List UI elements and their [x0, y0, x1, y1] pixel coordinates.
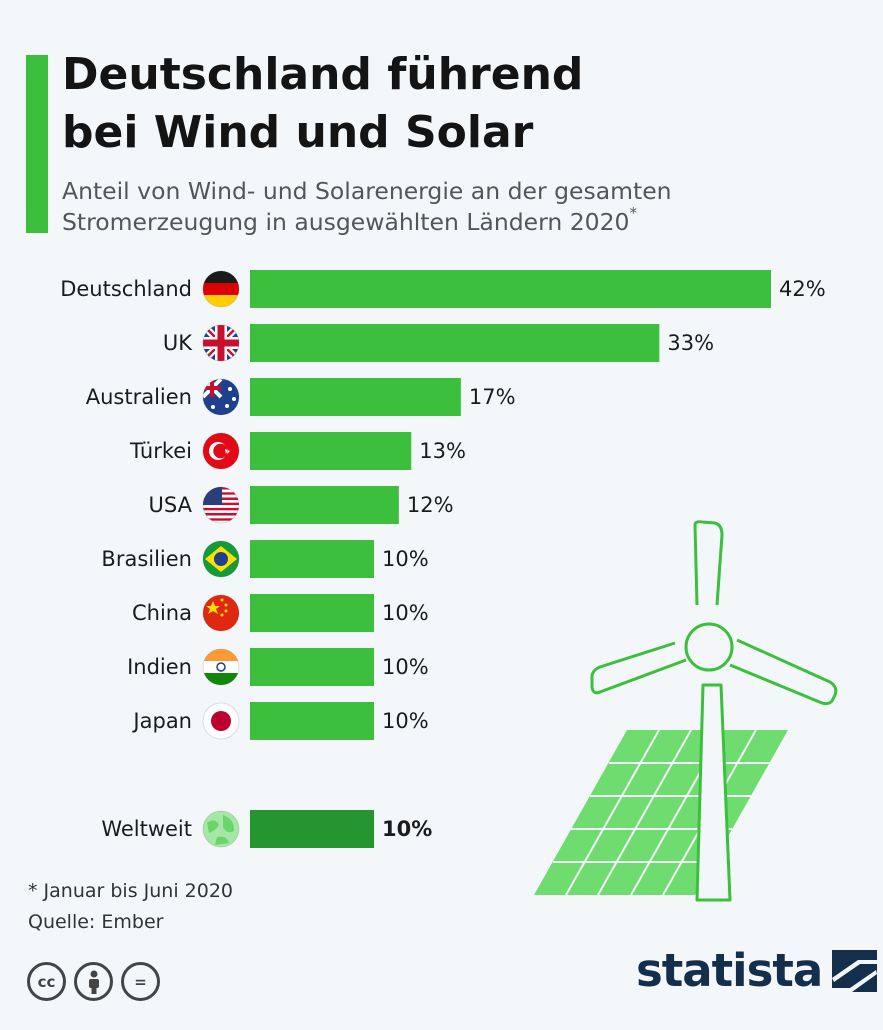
category-label: China [132, 601, 192, 625]
bar-row-china: China 10% [132, 594, 429, 632]
bar [250, 540, 375, 578]
category-label: Türkei [129, 439, 192, 463]
value-label: 10% [382, 817, 432, 841]
no-derivatives-icon[interactable]: = [121, 962, 160, 1001]
footnote-block: * Januar bis Juni 2020 Quelle: Ember [28, 876, 233, 938]
wind-turbine-icon [534, 520, 838, 902]
statista-logo-icon [832, 949, 878, 992]
bar [250, 378, 461, 416]
bar [250, 486, 399, 524]
brand-wordmark: statista [636, 944, 823, 997]
subtitle: Anteil von Wind- und Solarenergie an der… [62, 176, 822, 238]
category-label: Brasilien [101, 547, 192, 571]
category-label: Deutschland [60, 277, 192, 301]
attribution-icon[interactable] [74, 962, 113, 1001]
value-label: 33% [667, 331, 714, 355]
solar-panel-icon [534, 730, 788, 895]
value-label: 42% [779, 277, 826, 301]
subtitle-footnote-mark: * [629, 204, 638, 222]
bar [250, 432, 412, 470]
value-label: 10% [382, 709, 429, 733]
category-label: Indien [127, 655, 192, 679]
bar [250, 810, 375, 848]
uk-flag-icon [202, 324, 240, 362]
turkey-flag-icon [202, 432, 240, 470]
usa-flag-icon [202, 486, 240, 524]
value-label: 12% [407, 493, 454, 517]
bar-row-uk: UK 33% [163, 324, 714, 362]
title-line-2: bei Wind und Solar [62, 107, 534, 158]
bar-row-australien: Australien 17% [86, 378, 516, 416]
bar [250, 324, 660, 362]
license-icons: cc = [27, 962, 160, 1001]
china-flag-icon [202, 594, 240, 632]
bar-row-indien: Indien 10% [127, 648, 429, 686]
germany-flag-icon [202, 270, 240, 308]
page-title: Deutschland führend bei Wind und Solar [62, 46, 762, 162]
bar [250, 702, 375, 740]
bar [250, 648, 375, 686]
value-label: 10% [382, 601, 429, 625]
bar-row-japan: Japan 10% [131, 702, 429, 740]
globe-icon [202, 810, 240, 848]
category-label: Weltweit [101, 817, 192, 841]
brazil-flag-icon [202, 540, 240, 578]
bar-row-usa: USA 12% [149, 486, 454, 524]
japan-flag-icon [202, 702, 240, 740]
value-label: 13% [419, 439, 466, 463]
value-label: 10% [382, 655, 429, 679]
bar-row-deutschland: Deutschland 42% [60, 270, 826, 308]
india-flag-icon [202, 648, 240, 686]
title-line-1: Deutschland führend [62, 49, 584, 100]
category-label: USA [149, 493, 193, 517]
source: Quelle: Ember [28, 911, 164, 933]
bar [250, 594, 375, 632]
bar [250, 270, 771, 308]
category-label: Australien [86, 385, 192, 409]
category-label: UK [163, 331, 193, 355]
subtitle-line-1: Anteil von Wind- und Solarenergie an der… [62, 177, 672, 205]
subtitle-line-2: Stromerzeugung in ausgewählten Ländern 2… [62, 208, 630, 236]
australia-flag-icon [202, 378, 240, 416]
bar-chart: Deutschland 42% UK 33% Australien 17% Türkei 13… [60, 270, 838, 902]
accent-bar [26, 55, 48, 233]
statista-logo[interactable]: statista [636, 944, 878, 997]
cc-icon[interactable]: cc [27, 962, 66, 1001]
bar-row-weltweit: Weltweit 10% [101, 810, 432, 848]
category-label: Japan [131, 709, 192, 733]
value-label: 10% [382, 547, 429, 571]
footnote: * Januar bis Juni 2020 [28, 880, 234, 902]
bar-row-türkei: Türkei 13% [129, 432, 466, 470]
value-label: 17% [469, 385, 516, 409]
bar-row-brasilien: Brasilien 10% [101, 540, 429, 578]
